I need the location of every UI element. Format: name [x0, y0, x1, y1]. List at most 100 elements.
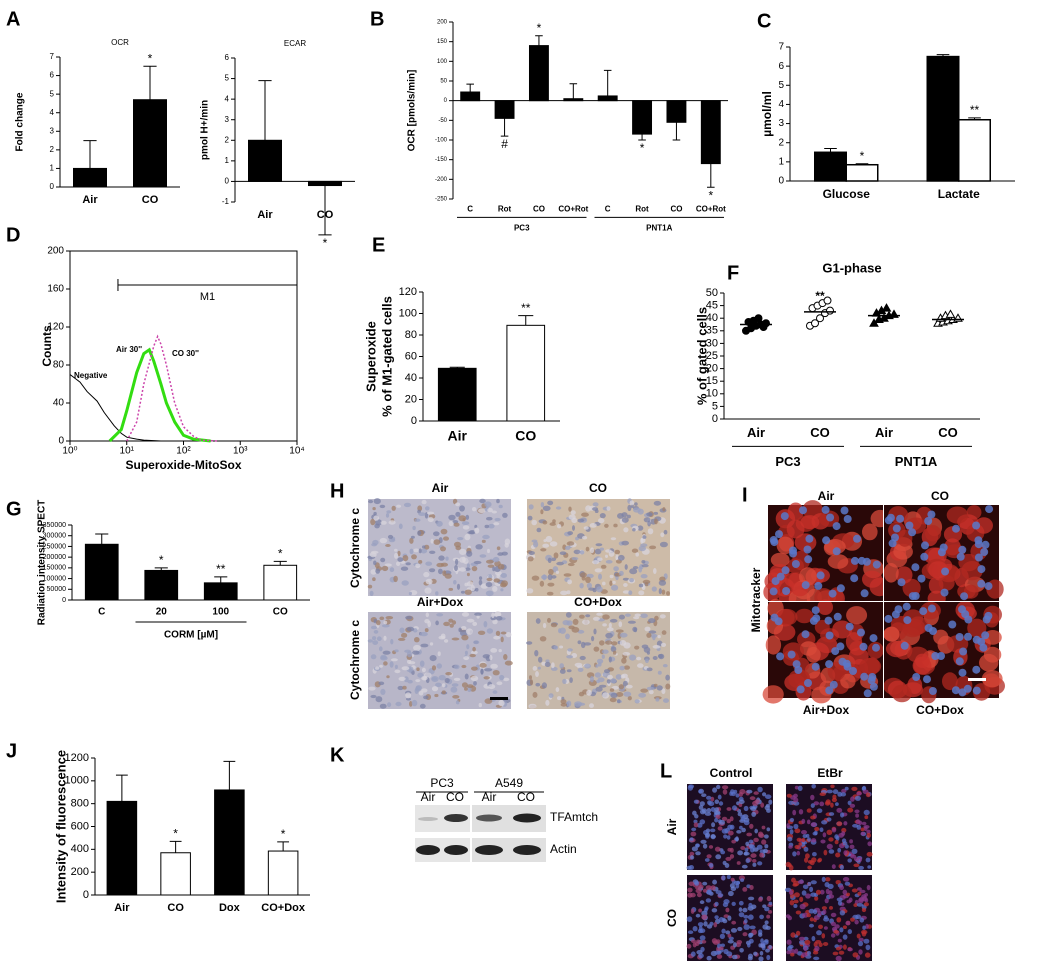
micrograph-cell: [851, 786, 858, 792]
micrograph-cell: [711, 908, 718, 913]
micrograph-cell: [540, 509, 544, 515]
micrograph-cell: [839, 864, 845, 871]
micrograph-nucleus: [955, 657, 964, 666]
micrograph-cell: [743, 820, 750, 826]
bar: [437, 367, 477, 422]
panel-letter: G: [6, 498, 22, 520]
micrograph-cell: [596, 612, 603, 616]
micrograph-cell: [429, 550, 436, 554]
y-tick-label: 7: [778, 42, 784, 53]
micrograph-cell: [451, 683, 459, 687]
micrograph-cell: [845, 892, 851, 897]
micrograph-nucleus: [853, 534, 861, 543]
micrograph-cell: [710, 807, 716, 812]
micrograph-cell: [609, 580, 613, 586]
y-tick-label: 80: [405, 329, 417, 341]
series-label: Air 30'': [116, 345, 142, 354]
micrograph-cell: [615, 674, 622, 680]
micrograph-cell: [701, 940, 707, 944]
micrograph-cell: [706, 955, 712, 961]
error-bar: [143, 65, 157, 100]
micrograph-cell: [788, 863, 792, 868]
micrograph-cell: [839, 885, 844, 891]
micrograph-cell: [539, 636, 547, 642]
y-tick-label: 3: [225, 115, 230, 124]
micrograph-cell: [735, 836, 739, 842]
error-bar: [154, 567, 168, 571]
significance: **: [815, 289, 825, 303]
micrograph-cell: [819, 827, 824, 832]
micrograph-cell: [483, 676, 490, 680]
micrograph-cell: [657, 634, 661, 639]
micrograph-cell: [730, 847, 734, 853]
micrograph-cell: [602, 623, 607, 627]
micrograph-nucleus: [897, 578, 906, 587]
significance: *: [537, 21, 542, 35]
micrograph-cell: [712, 787, 718, 793]
micrograph-cell: [492, 619, 498, 625]
micrograph-cell: [441, 690, 446, 695]
micrograph-cell: [864, 898, 869, 903]
micrograph-nucleus: [840, 506, 849, 515]
micrograph-cell: [538, 656, 543, 663]
micrograph-cell: [860, 827, 865, 832]
micrograph-cell: [435, 620, 439, 626]
micrograph-cell: [857, 941, 864, 947]
micrograph-cell: [505, 632, 512, 638]
micrograph-cell: [577, 629, 585, 634]
blot-line: A549: [495, 776, 523, 790]
micrograph-cell: [493, 635, 501, 640]
micrograph-cell: [595, 543, 603, 547]
micrograph-cell: [464, 533, 471, 541]
micrograph-cell: [489, 654, 493, 661]
panel-letter: L: [660, 760, 672, 782]
micrograph-cell: [695, 913, 701, 918]
micrograph-cell: [529, 675, 532, 680]
error-bar: [535, 35, 543, 46]
micrograph-cell: [835, 852, 841, 858]
panel-letter: D: [6, 224, 20, 246]
micrograph-cell: [828, 849, 835, 854]
micrograph-cell: [433, 531, 440, 537]
micrograph-cell: [660, 642, 667, 648]
micrograph-cell: [862, 523, 878, 541]
micrograph-cell: [396, 561, 401, 567]
y-tick-label: 0: [712, 413, 718, 425]
micrograph-cell: [698, 789, 703, 794]
micrograph-cell: [832, 789, 839, 795]
micrograph-cell: [388, 520, 396, 525]
image-side-label: Cytochrome c: [348, 620, 362, 700]
micrograph-cell: [891, 684, 912, 703]
micrograph-nucleus: [867, 676, 876, 685]
micrograph-cell: [414, 637, 420, 643]
micrograph-nucleus: [941, 567, 950, 576]
micrograph-cell: [571, 626, 580, 633]
micrograph-cell: [744, 847, 749, 853]
y-tick-label: 5: [225, 74, 230, 83]
y-tick-label: 20: [706, 363, 718, 375]
micrograph-nucleus: [801, 581, 810, 590]
micrograph-cell: [612, 580, 616, 585]
x-tick-label: Glucose: [823, 187, 871, 201]
data-point: [826, 306, 834, 315]
y-axis-label: OCR [pmols/min]: [407, 70, 418, 152]
micrograph-cell: [729, 816, 734, 822]
micrograph-nucleus: [824, 616, 833, 625]
micrograph-cell: [727, 830, 734, 836]
micrograph-cell: [454, 565, 458, 572]
micrograph-cell: [834, 839, 839, 845]
micrograph-cell: [758, 897, 763, 902]
micrograph-cell: [481, 539, 486, 544]
y-tick-label: 4: [225, 94, 230, 103]
significance: *: [640, 141, 645, 155]
micrograph-cell: [599, 640, 605, 646]
micrograph-cell: [413, 644, 421, 652]
micrograph-cell: [823, 915, 828, 920]
y-tick-label: 30: [706, 337, 718, 349]
micrograph-cell: [946, 506, 969, 524]
micrograph-cell: [856, 903, 864, 907]
micrograph-cell: [444, 677, 450, 684]
micrograph-cell: [567, 648, 573, 652]
y-axis-label: Intensity of fluorescence: [53, 750, 68, 903]
micrograph-cell: [599, 513, 606, 519]
